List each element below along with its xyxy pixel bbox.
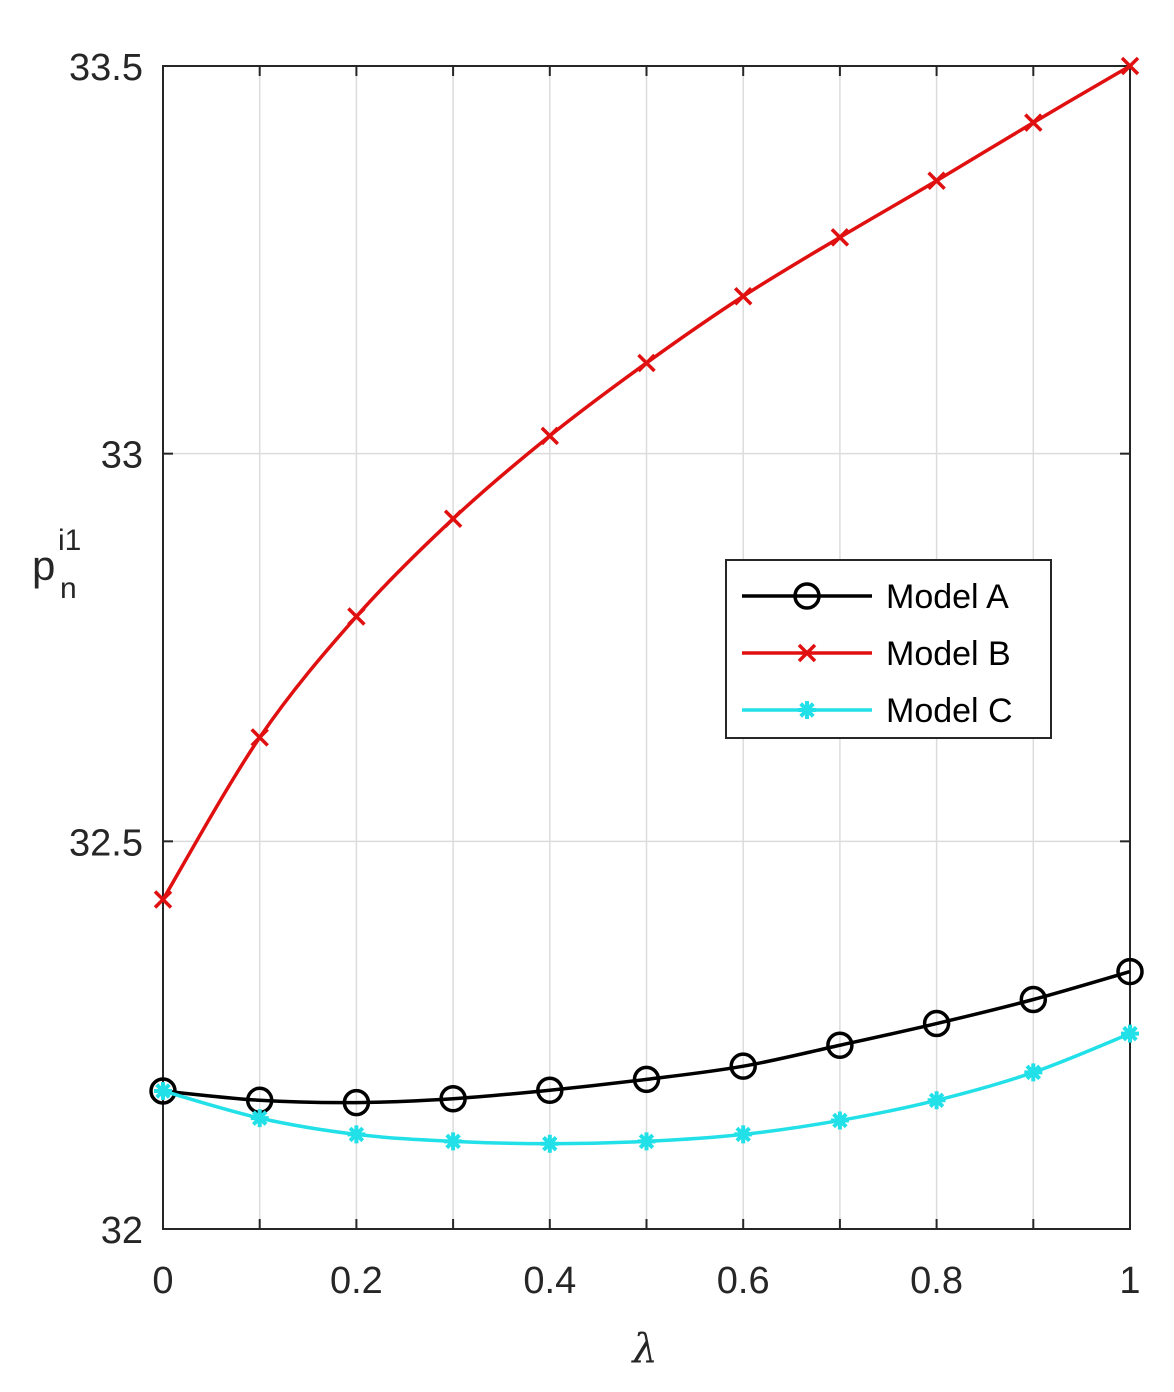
data-point-model-b [540,426,560,446]
y-axis-tick-labels: 32 32.5 33 33.5 [69,47,143,1252]
data-point-model-c [250,1109,269,1128]
data-point-model-b [637,353,656,373]
data-point-model-c [154,1081,172,1100]
data-point-model-c [1024,1063,1043,1082]
series-model-b [153,56,1140,909]
y-tick-label: 33.5 [69,47,143,89]
data-point-model-a [1116,957,1144,986]
legend-label-model-a: Model A [886,578,1009,616]
y-axis-label-subscript: n [60,572,77,605]
data-point-model-c [444,1132,463,1151]
data-point-model-c [540,1134,559,1153]
x-tick-label: 1 [1119,1260,1140,1302]
legend-marker-model-c [798,701,816,719]
data-point-model-c [347,1125,366,1144]
data-point-model-b [250,728,269,747]
axis-ticks [162,65,1131,1230]
data-point-model-c [637,1132,656,1151]
y-axis-label-superscript: i1 [58,524,81,557]
data-point-model-c [734,1125,753,1144]
data-point-model-a [729,1052,757,1080]
y-tick-label: 32 [101,1210,143,1252]
legend-marker-model-b [797,643,817,663]
y-tick-label: 33 [101,435,143,477]
legend-item-model-c: Model C [742,692,1013,730]
series-line-model-b [161,64,1131,901]
y-axis-label: p i1 n [32,524,81,605]
legend: Model A Model B Model C [725,559,1052,739]
data-point-model-b [927,171,946,190]
data-point-model-a [826,1031,854,1059]
series-model-a [149,957,1144,1117]
x-axis-label: λ [630,1326,657,1372]
series-line-model-a [162,969,1131,1105]
legend-label-model-c: Model C [886,692,1013,730]
data-point-model-b [347,607,366,626]
data-point-model-a [149,1077,177,1105]
legend-item-model-b: Model B [742,635,1011,673]
data-point-model-a [632,1065,661,1094]
data-point-model-b [733,287,753,306]
data-point-model-b [1120,56,1140,76]
y-axis-label-base: p [32,542,55,589]
x-axis-tick-labels: 0 0.2 0.4 0.6 0.8 1 [152,1260,1140,1302]
legend-item-model-a: Model A [742,578,1009,616]
legend-marker-model-a [793,582,821,610]
x-tick-label: 0 [152,1260,173,1302]
data-point-model-a [1019,985,1048,1014]
data-point-model-a [536,1076,564,1104]
data-point-model-c [830,1111,849,1130]
series-model-c [154,1024,1139,1153]
legend-label-model-b: Model B [886,635,1011,673]
data-point-model-b [830,228,850,247]
x-tick-label: 0.2 [330,1260,383,1302]
y-tick-label: 32.5 [69,822,143,864]
data-point-model-b [1024,113,1043,132]
series-layer [149,56,1144,1153]
data-point-model-a [922,1009,951,1038]
data-point-model-c [927,1091,946,1110]
x-tick-label: 0.6 [717,1260,770,1302]
data-point-model-b [443,509,463,529]
x-tick-label: 0.8 [910,1260,963,1302]
data-point-model-a [342,1088,371,1117]
data-point-model-a [439,1084,467,1113]
x-tick-label: 0.4 [523,1260,576,1302]
data-point-model-b [153,890,173,909]
data-point-model-c [1121,1024,1139,1043]
